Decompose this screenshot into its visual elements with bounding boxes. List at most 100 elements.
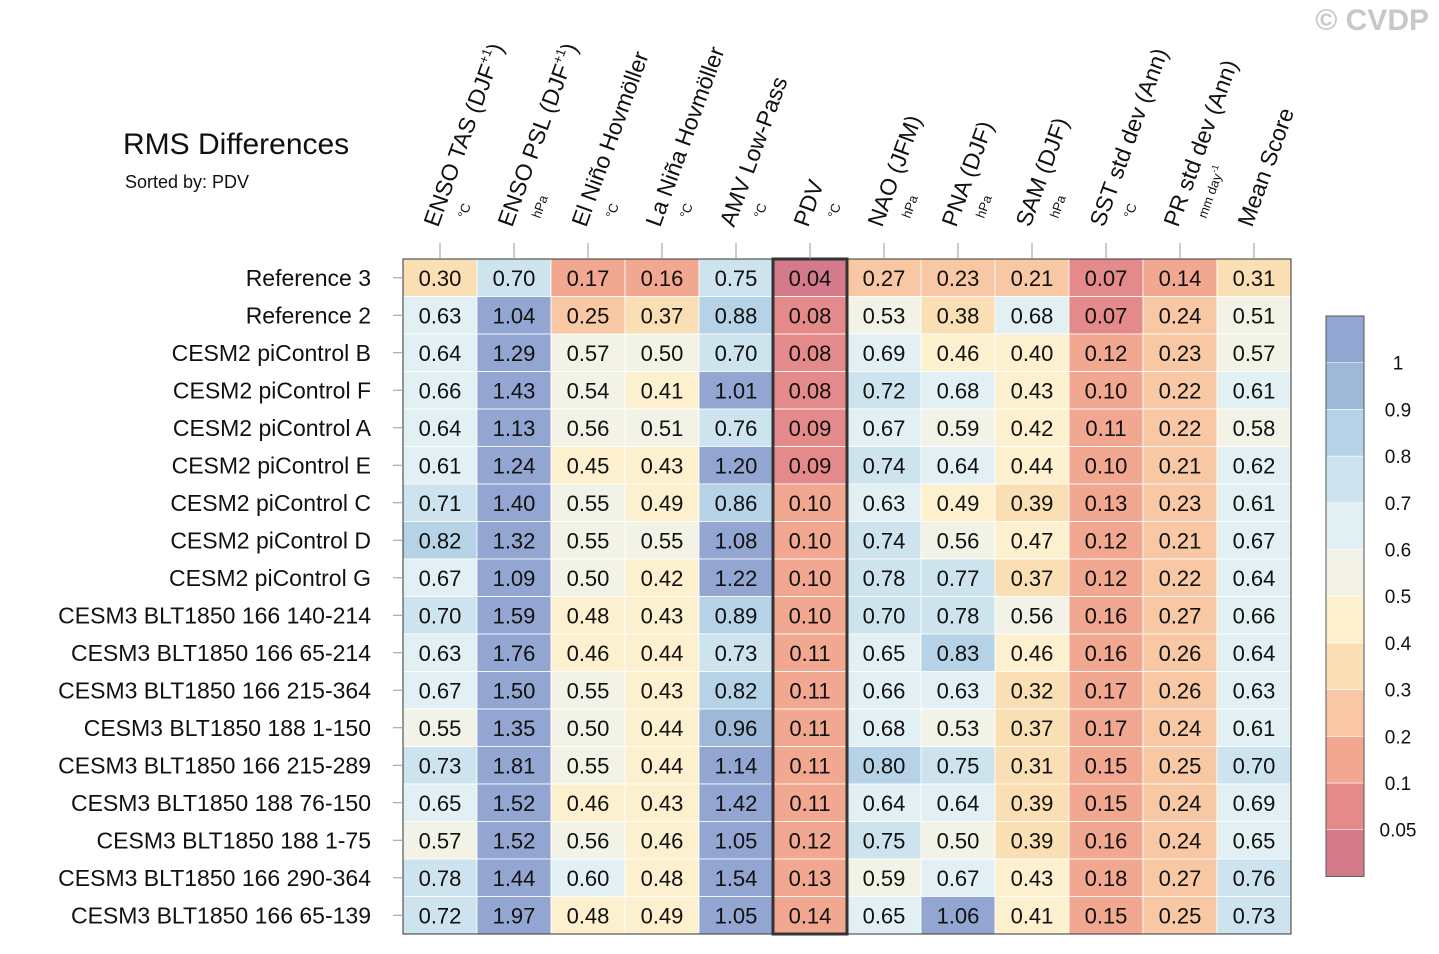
column-unit: °C [825, 201, 844, 220]
cell-value: 1.29 [493, 341, 536, 366]
column-unit: °C [1121, 201, 1140, 220]
cell-value: 0.30 [419, 266, 462, 291]
cell-value: 0.69 [1233, 791, 1276, 816]
heatmap-cell [1068, 783, 1144, 822]
cell-value: 1.14 [715, 753, 758, 778]
cell-value: 0.49 [641, 903, 684, 928]
colorbar-label: 0.1 [1385, 774, 1411, 795]
cell-value: 0.59 [937, 416, 980, 441]
cell-value: 0.15 [1085, 903, 1128, 928]
heatmap-cell [476, 371, 552, 410]
cell-value: 0.50 [567, 716, 610, 741]
cell-value: 0.55 [419, 716, 462, 741]
heatmap-cell [624, 708, 700, 747]
column-label: La Niña Hovmöller [640, 43, 729, 230]
cell-value: 0.10 [1085, 453, 1128, 478]
cell-value: 1.01 [715, 378, 758, 403]
cell-value: 1.08 [715, 528, 758, 553]
heatmap-cell [1216, 408, 1292, 447]
heatmap-cell [994, 446, 1070, 485]
cell-value: 0.32 [1011, 678, 1054, 703]
cell-value: 1.04 [493, 303, 536, 328]
heatmap-cell [476, 258, 552, 297]
heatmap-cell [698, 521, 774, 560]
cell-value: 0.61 [1233, 491, 1276, 516]
cell-value: 0.70 [863, 603, 906, 628]
cell-value: 1.52 [493, 791, 536, 816]
heatmap-cell [772, 596, 848, 635]
cell-value: 0.08 [789, 378, 832, 403]
heatmap-cell [846, 483, 922, 522]
column-unit: °C [455, 201, 474, 220]
cell-value: 0.76 [715, 416, 758, 441]
cell-value: 0.89 [715, 603, 758, 628]
cell-value: 0.83 [937, 641, 980, 666]
cell-value: 0.10 [789, 491, 832, 516]
cell-value: 0.65 [863, 641, 906, 666]
cell-value: 0.27 [1159, 603, 1202, 628]
column-unit: °C [677, 201, 696, 220]
cell-value: 0.11 [789, 641, 830, 666]
cell-value: 0.68 [1011, 303, 1054, 328]
heatmap-cell [550, 521, 626, 560]
cell-value: 1.40 [493, 491, 536, 516]
cell-value: 0.11 [789, 791, 830, 816]
cell-value: 0.44 [641, 753, 684, 778]
cell-value: 1.97 [493, 903, 536, 928]
heatmap-cell [772, 708, 848, 747]
row-label: CESM3 BLT1850 166 65-139 [71, 902, 371, 928]
heatmap-cell [698, 558, 774, 597]
cell-value: 0.51 [1233, 303, 1276, 328]
cell-value: 0.67 [1233, 528, 1276, 553]
heatmap-cell [476, 408, 552, 447]
column-unit: hPa [1047, 192, 1069, 220]
cell-value: 0.61 [1233, 716, 1276, 741]
cell-value: 0.18 [1085, 866, 1128, 891]
column-label: PDV [788, 176, 829, 230]
cell-value: 0.12 [789, 828, 832, 853]
heatmap-cell [624, 521, 700, 560]
colorbar-segment [1325, 735, 1365, 784]
heatmap-cell [1142, 296, 1218, 335]
heatmap-cell [1142, 746, 1218, 785]
cell-value: 0.55 [641, 528, 684, 553]
row-label: CESM3 BLT1850 188 1-75 [97, 827, 371, 853]
heatmap-cell [1142, 671, 1218, 710]
cell-value: 0.50 [641, 341, 684, 366]
heatmap-cell [550, 858, 626, 897]
cell-value: 0.10 [789, 566, 832, 591]
cell-value: 0.63 [1233, 678, 1276, 703]
heatmap-cell [476, 633, 552, 672]
heatmap-cell [402, 371, 478, 410]
heatmap-cell [920, 408, 996, 447]
heatmap-cell [1142, 896, 1218, 935]
cell-value: 0.63 [937, 678, 980, 703]
heatmap-cell [1068, 521, 1144, 560]
heatmap-cell [624, 821, 700, 860]
column-label: SAM (DJF) [1010, 114, 1073, 230]
heatmap-cell [846, 521, 922, 560]
cell-value: 1.44 [493, 866, 536, 891]
heatmap-cell [994, 671, 1070, 710]
cell-value: 0.63 [419, 303, 462, 328]
cell-value: 0.22 [1159, 378, 1202, 403]
cell-value: 1.54 [715, 866, 758, 891]
heatmap-cell [698, 333, 774, 372]
heatmap-cell [772, 821, 848, 860]
heatmap-cell [920, 296, 996, 335]
cell-value: 0.74 [863, 528, 906, 553]
colorbar-label: 0.6 [1385, 541, 1411, 562]
cell-value: 0.43 [1011, 378, 1054, 403]
colorbar-border [1325, 315, 1365, 877]
cell-value: 0.42 [1011, 416, 1054, 441]
cell-value: 0.66 [1233, 603, 1276, 628]
cell-value: 0.09 [789, 453, 832, 478]
cell-value: 0.31 [1233, 266, 1276, 291]
cell-value: 0.57 [1233, 341, 1276, 366]
cell-value: 0.15 [1085, 791, 1128, 816]
colorbar-segment [1325, 315, 1365, 364]
cell-value: 0.82 [715, 678, 758, 703]
heatmap-cell [698, 746, 774, 785]
cell-value: 0.58 [1233, 416, 1276, 441]
